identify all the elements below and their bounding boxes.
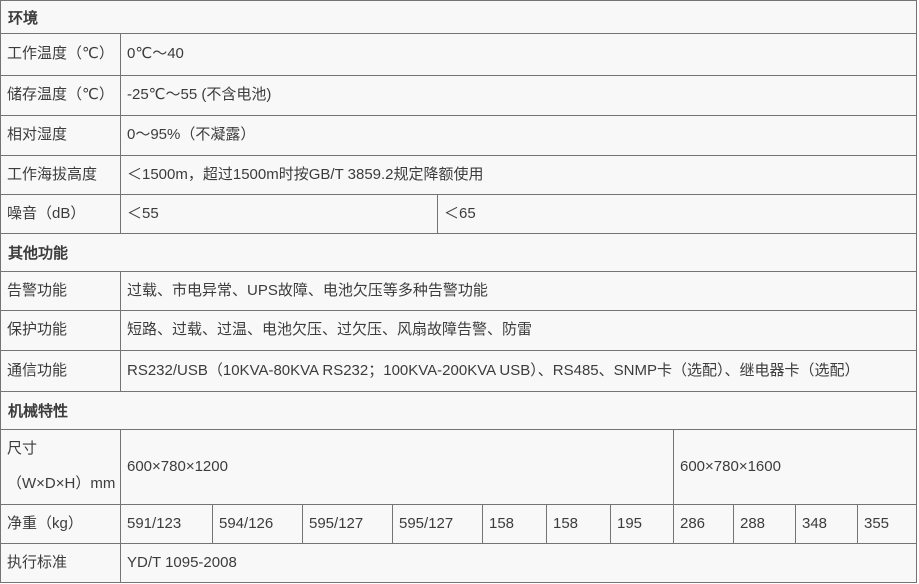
net-weight-value-2: 594/126 bbox=[213, 505, 303, 543]
operating-temperature-label: 工作温度（℃） bbox=[1, 34, 121, 75]
row-dimensions: 尺寸 （W×D×H）mm 600×780×1200 600×780×1600 bbox=[1, 430, 916, 505]
row-standard: 执行标准 YD/T 1095-2008 bbox=[1, 544, 916, 582]
net-weight-value-9: 288 bbox=[734, 505, 796, 543]
relative-humidity-value: 0～95%（不凝露） bbox=[127, 126, 256, 144]
dimensions-label-line2: （W×D×H）mm bbox=[7, 475, 116, 492]
standard-value: YD/T 1095-2008 bbox=[127, 553, 237, 571]
standard-label: 执行标准 bbox=[1, 544, 121, 582]
dimensions-value-2: 600×780×1600 bbox=[680, 457, 781, 475]
communication-function-value: RS232/USB（10KVA-80KVA RS232；100KVA-200KV… bbox=[127, 361, 860, 379]
row-operating-altitude: 工作海拔高度 ＜1500m，超过1500m时按GB/T 3859.2规定降额使用 bbox=[1, 156, 916, 195]
net-weight-value-11: 355 bbox=[864, 514, 890, 532]
net-weight-value-5: 158 bbox=[483, 505, 547, 543]
noise-value-2: ＜65 bbox=[444, 204, 476, 222]
row-alarm-function: 告警功能 过载、市电异常、UPS故障、电池欠压等多种告警功能 bbox=[1, 272, 916, 311]
communication-function-label: 通信功能 bbox=[1, 351, 121, 391]
storage-temperature-value: -25℃～55 (不含电池) bbox=[127, 86, 272, 104]
operating-altitude-label: 工作海拔高度 bbox=[1, 156, 121, 194]
net-weight-value-7: 195 bbox=[611, 505, 674, 543]
section-title: 环境 bbox=[8, 9, 39, 27]
protection-function-value: 短路、过载、过温、电池欠压、过欠压、风扇故障告警、防雷 bbox=[127, 321, 533, 339]
section-header-environment: 环境 bbox=[1, 1, 916, 34]
section-title: 其他功能 bbox=[8, 245, 69, 262]
relative-humidity-label: 相对湿度 bbox=[1, 116, 121, 155]
dimensions-label: 尺寸 （W×D×H）mm bbox=[1, 430, 121, 504]
noise-value-1: ＜55 bbox=[121, 195, 438, 233]
row-relative-humidity: 相对湿度 0～95%（不凝露） bbox=[1, 116, 916, 156]
row-storage-temperature: 储存温度（℃） -25℃～55 (不含电池) bbox=[1, 76, 916, 116]
operating-altitude-value: ＜1500m，超过1500m时按GB/T 3859.2规定降额使用 bbox=[127, 165, 484, 183]
protection-function-label: 保护功能 bbox=[1, 311, 121, 350]
operating-temperature-value: 0℃～40 bbox=[127, 45, 184, 63]
net-weight-value-1: 591/123 bbox=[121, 505, 213, 543]
row-noise: 噪音（dB） ＜55 ＜65 bbox=[1, 195, 916, 234]
net-weight-value-8: 286 bbox=[674, 505, 734, 543]
row-operating-temperature: 工作温度（℃） 0℃～40 bbox=[1, 34, 916, 76]
alarm-function-value: 过载、市电异常、UPS故障、电池欠压等多种告警功能 bbox=[127, 281, 488, 299]
row-protection-function: 保护功能 短路、过载、过温、电池欠压、过欠压、风扇故障告警、防雷 bbox=[1, 311, 916, 351]
section-title: 机械特性 bbox=[8, 403, 69, 420]
dimensions-value-1: 600×780×1200 bbox=[121, 430, 674, 504]
dimensions-label-line1: 尺寸 bbox=[7, 440, 38, 458]
net-weight-value-4: 595/127 bbox=[393, 505, 483, 543]
storage-temperature-label: 储存温度（℃） bbox=[1, 76, 121, 115]
net-weight-label: 净重（kg） bbox=[1, 505, 121, 543]
row-net-weight: 净重（kg） 591/123 594/126 595/127 595/127 1… bbox=[1, 505, 916, 544]
net-weight-value-3: 595/127 bbox=[303, 505, 393, 543]
noise-label: 噪音（dB） bbox=[1, 195, 121, 233]
net-weight-value-6: 158 bbox=[547, 505, 611, 543]
alarm-function-label: 告警功能 bbox=[1, 272, 121, 310]
net-weight-value-10: 348 bbox=[796, 505, 858, 543]
row-communication-function: 通信功能 RS232/USB（10KVA-80KVA RS232；100KVA-… bbox=[1, 351, 916, 392]
section-header-mechanical: 机械特性 bbox=[1, 392, 916, 430]
section-header-other-functions: 其他功能 bbox=[1, 234, 916, 272]
